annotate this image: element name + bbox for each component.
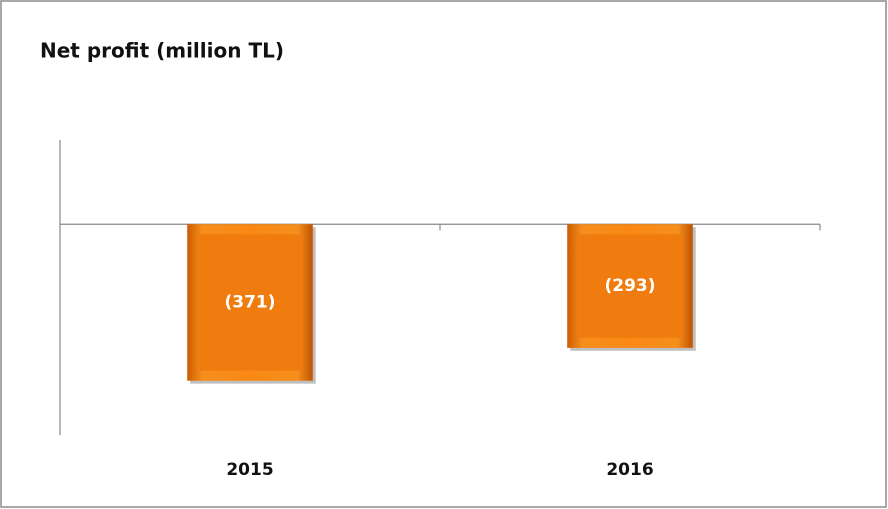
x-tick-label: 2016 [606,460,653,480]
data-label: (293) [604,276,655,296]
bar-face [577,234,683,338]
bar-face [197,234,303,371]
chart-title: Net profit (million TL) [40,39,284,63]
data-label: (371) [224,292,275,312]
x-tick-label: 2015 [226,460,273,480]
